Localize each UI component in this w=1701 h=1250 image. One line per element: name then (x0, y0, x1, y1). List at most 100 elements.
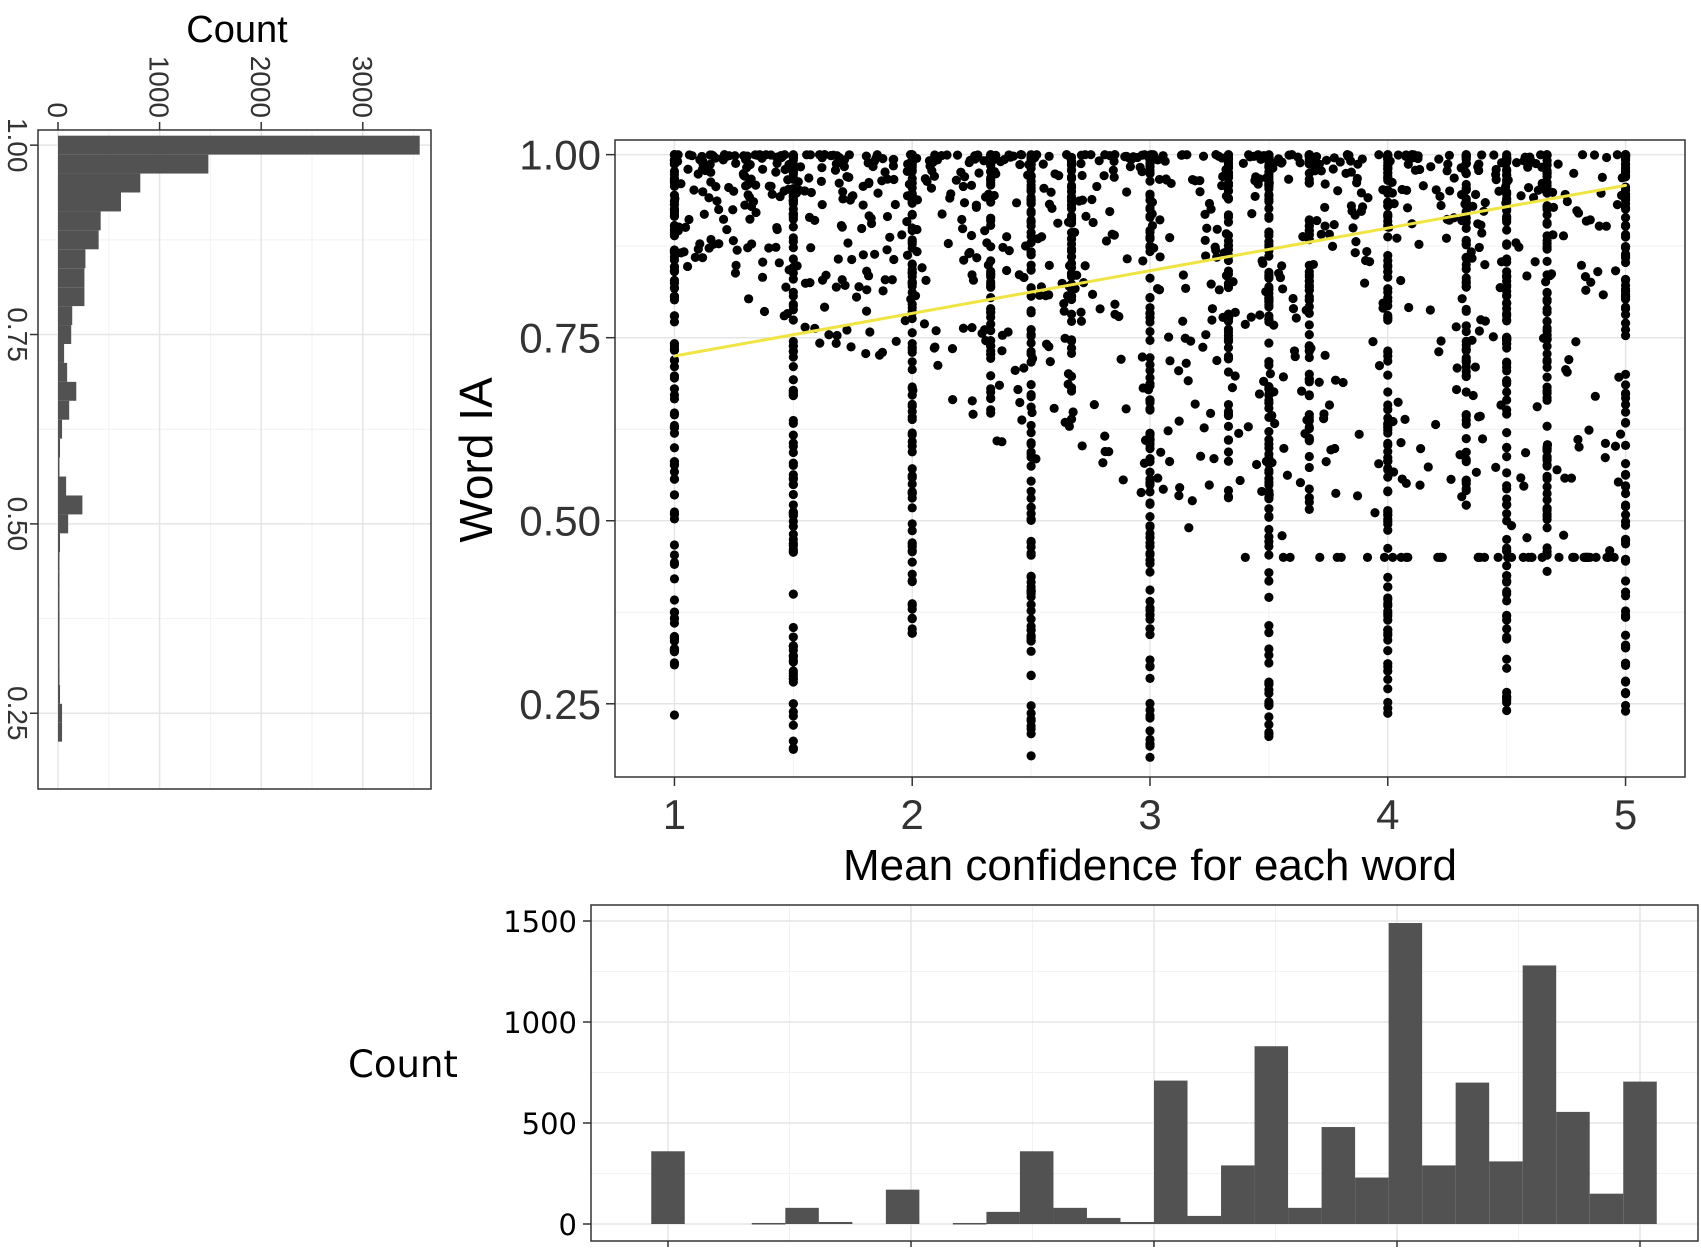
scatter-point (1620, 587, 1631, 597)
scatter-point (1559, 530, 1569, 540)
left-histogram-bar (58, 703, 63, 723)
scatter-point (907, 259, 917, 269)
scatter-point (1240, 319, 1250, 329)
scatter-point (1180, 333, 1190, 343)
scatter-point (1264, 449, 1274, 459)
scatter-point (1145, 726, 1155, 736)
scatter-point (772, 224, 782, 235)
scatter-point (1023, 170, 1033, 180)
scatter-point (1201, 330, 1211, 340)
scatter-point (1383, 572, 1393, 582)
scatter-point (697, 253, 708, 263)
bottom-y-tick-label: 500 (522, 1107, 577, 1141)
bottom-histogram-bar (1388, 923, 1423, 1224)
scatter-point (998, 242, 1008, 253)
scatter-point (874, 350, 885, 360)
scatter-point (1456, 190, 1467, 200)
scatter-point (1521, 448, 1531, 458)
scatter-point (788, 655, 798, 665)
scatter-point (907, 488, 917, 498)
scatter-point (1436, 336, 1446, 346)
scatter-point (1017, 150, 1027, 160)
scatter-point (986, 393, 996, 403)
scatter-point (833, 254, 843, 264)
scatter-point (1610, 441, 1621, 451)
scatter-point (966, 180, 977, 191)
scatter-point (1121, 404, 1131, 414)
scatter-point (1145, 559, 1155, 569)
scatter-point (1195, 175, 1205, 186)
scatter-point (1275, 272, 1286, 283)
scatter-point (1026, 600, 1036, 610)
left-histogram-bar (58, 514, 69, 534)
scatter-point (831, 282, 841, 292)
scatter-point (1620, 689, 1631, 699)
scatter-point (1019, 363, 1029, 373)
scatter-point (788, 720, 798, 730)
scatter-point (817, 163, 827, 173)
scatter-point (1335, 157, 1345, 167)
scatter-point (1145, 661, 1155, 671)
scatter-point (1145, 698, 1155, 709)
scatter-point (1145, 512, 1155, 522)
scatter-point (1350, 210, 1360, 220)
scatter-point (1264, 658, 1274, 668)
scatter-point (1267, 410, 1277, 421)
scatter-point (958, 224, 968, 234)
left-histogram-bar (58, 438, 61, 458)
scatter-point (1264, 511, 1274, 521)
scatter-point (784, 265, 794, 275)
scatter-point (1449, 173, 1459, 183)
scatter-point (1026, 250, 1036, 260)
scatter-point (1383, 635, 1393, 645)
scatter-point (1145, 317, 1155, 327)
scatter-point (747, 239, 757, 249)
scatter-point (673, 156, 683, 166)
scatter-point (1026, 514, 1036, 524)
scatter-point (1346, 167, 1356, 177)
scatter-point (1542, 341, 1552, 351)
scatter-point (1053, 218, 1063, 228)
scatter-point (1502, 212, 1512, 223)
scatter-point (1352, 173, 1362, 184)
scatter-point (1005, 152, 1016, 162)
scatter-point (957, 214, 967, 225)
scatter-point (858, 200, 868, 210)
scatter-point (1415, 480, 1425, 490)
scatter-point (1502, 695, 1512, 705)
scatter-point (669, 550, 680, 560)
scatter-point (788, 150, 798, 160)
scatter-point (1320, 202, 1330, 213)
scatter-point (806, 243, 816, 253)
scatter-point (669, 660, 680, 670)
scatter-point (1591, 552, 1601, 562)
left-histogram-bar (58, 249, 86, 269)
scatter-point (1502, 705, 1512, 716)
scatter-point (1154, 174, 1165, 185)
scatter-point (676, 179, 686, 189)
scatter-point (1502, 468, 1512, 478)
scatter-point (1138, 383, 1148, 393)
scatter-point (683, 164, 693, 174)
scatter-point (928, 157, 938, 168)
scatter-point (880, 275, 890, 285)
scatter-point (1468, 390, 1478, 401)
scatter-point (745, 214, 755, 224)
scatter-point (1324, 229, 1334, 239)
bottom-histogram-bar (1321, 1127, 1356, 1224)
scatter-point (1473, 412, 1484, 422)
bottom-histogram-x-ticks (667, 1241, 1641, 1247)
scatter-point (706, 234, 716, 245)
scatter-point (958, 323, 969, 333)
scatter-point (1066, 203, 1077, 214)
scatter-point (986, 408, 996, 418)
scatter-point (1597, 172, 1607, 182)
scatter-point (929, 343, 939, 353)
scatter-point (1145, 189, 1155, 199)
scatter-point (783, 175, 793, 185)
scatter-point (1223, 217, 1234, 227)
bottom-histogram-bar (1522, 965, 1557, 1224)
scatter-point (908, 385, 918, 395)
scatter-point (1198, 151, 1209, 161)
scatter-point (846, 342, 856, 352)
